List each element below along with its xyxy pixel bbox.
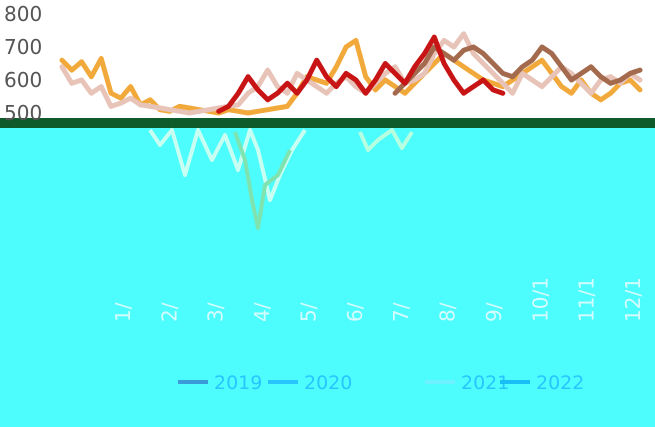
- legend-label-2022: 2022: [536, 372, 584, 394]
- x-tick-label: 12/1: [621, 277, 645, 322]
- y-axis-ticks: 800 700 600 500: [4, 2, 42, 125]
- x-tick-label: 9/: [482, 302, 506, 322]
- overlay-band-dark: [0, 118, 655, 130]
- y-tick-label: 700: [4, 35, 42, 59]
- legend: 2019 2020 2021 2022: [178, 372, 584, 394]
- legend-label-2021: 2021: [461, 372, 509, 394]
- overlay-layer: [0, 118, 655, 427]
- x-tick-label: 11/1: [575, 277, 599, 322]
- overlay-cyan-fill: [0, 128, 655, 427]
- series-layer: [59, 31, 643, 116]
- x-axis-ticks: 1/2/3/4/5/6/7/8/9/10/1 11/1 12/1: [111, 277, 645, 322]
- x-tick-label: 5/: [296, 302, 320, 322]
- y-tick-label: 500: [4, 101, 42, 125]
- x-tick-label: 4/: [250, 302, 274, 322]
- overlay-ghost-line-green: [233, 131, 292, 230]
- x-tick-label: 2/: [157, 302, 181, 322]
- legend-label-2020: 2020: [304, 372, 352, 394]
- x-tick-label: 10/1: [528, 277, 552, 322]
- overlay-ghost-line-light: [148, 128, 307, 202]
- x-tick-label: 7/: [389, 302, 413, 322]
- overlay-ghost-line-right: [358, 128, 414, 152]
- x-tick-label: 3/: [204, 302, 228, 322]
- x-tick-label: 6/: [343, 302, 367, 322]
- legend-label-2019: 2019: [214, 372, 262, 394]
- x-tick-label: 8/: [436, 302, 460, 322]
- series-line-2022: [216, 34, 506, 114]
- x-tick-label: 1/: [111, 302, 135, 322]
- y-tick-label: 600: [4, 68, 42, 92]
- series-line-2020: [59, 31, 643, 116]
- y-tick-label: 800: [4, 2, 42, 26]
